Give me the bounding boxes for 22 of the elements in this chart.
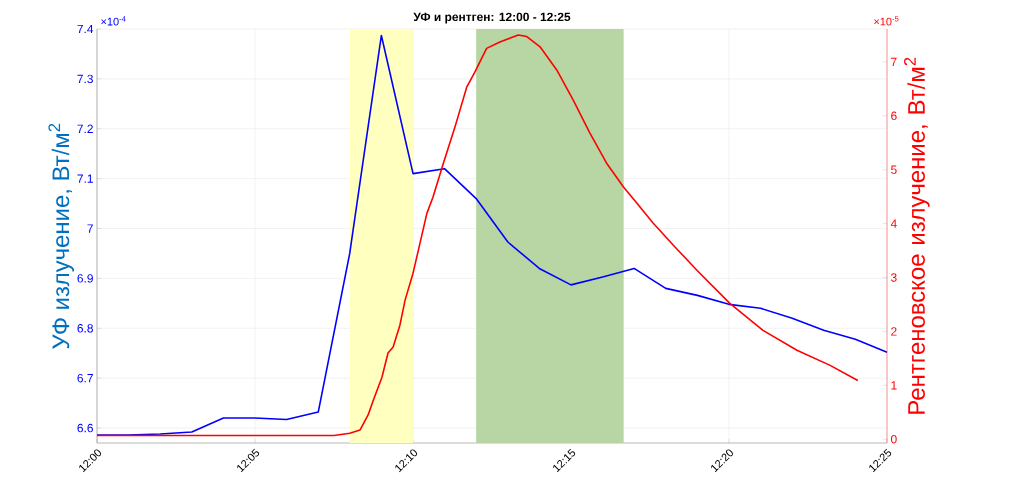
- y-tick-label: 7: [87, 224, 93, 233]
- y-tick-label: 7.4: [77, 24, 94, 34]
- y2-tick-label: 1: [891, 381, 897, 390]
- y-tick-label: 7.1: [77, 174, 93, 183]
- y-tick-label: 6.9: [77, 274, 93, 283]
- text: ×10$^{-5}$: [874, 16, 899, 26]
- y2-tick-label: 7: [891, 57, 897, 66]
- y-tick-label: 6.7: [77, 373, 93, 383]
- y2-axis-title: Рентгеновское излучение, Вт/м$^{2}$: [904, 57, 930, 414]
- y2-tick-label: 4: [890, 219, 897, 228]
- y2-tick-label: 2: [891, 327, 897, 336]
- chart-title: УФ и рентген: 12:00 - 12:25: [413, 12, 571, 24]
- y-tick-label: 7.2: [77, 124, 93, 133]
- y2-tick-label: 0: [891, 435, 897, 444]
- y-axis-title: УФ излучение, Вт/м$^{2}$: [48, 123, 75, 349]
- y2-tick-label: 5: [891, 165, 897, 174]
- y-tick-label: 7.3: [77, 74, 93, 84]
- text: ×10$^{-4}$: [101, 16, 126, 26]
- y2-tick-label: 3: [890, 273, 897, 282]
- y-tick-label: 6.8: [77, 324, 93, 333]
- y2-tick-label: 6: [891, 111, 897, 121]
- y-tick-label: 6.6: [77, 423, 93, 433]
